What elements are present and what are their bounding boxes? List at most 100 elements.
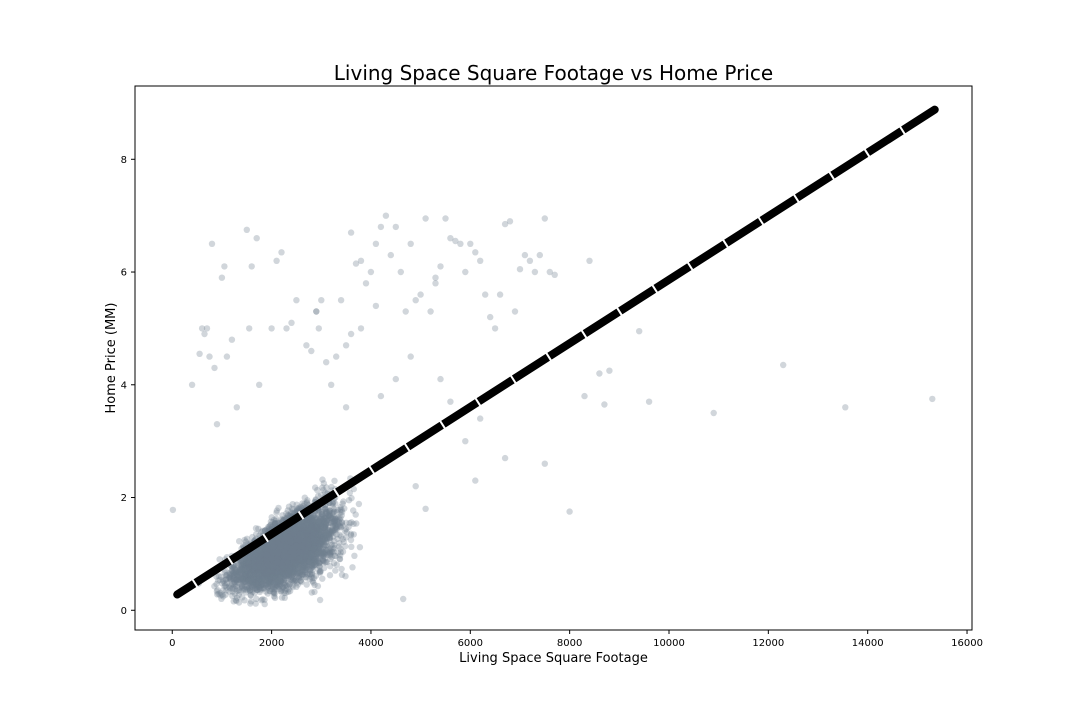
data-point [275, 539, 282, 547]
data-point [317, 513, 324, 520]
data-point [238, 583, 245, 591]
data-point [316, 596, 324, 604]
data-point [285, 563, 292, 570]
data-point [243, 562, 250, 569]
data-point [327, 537, 334, 544]
data-point [327, 555, 334, 563]
data-point [301, 547, 308, 554]
data-point [333, 514, 340, 521]
data-point [294, 546, 301, 554]
data-point [308, 564, 316, 571]
data-point [276, 559, 284, 567]
outlier-point [437, 263, 444, 270]
data-point [266, 559, 273, 566]
data-point [289, 542, 296, 549]
data-point [315, 527, 322, 534]
data-point [306, 517, 314, 524]
data-point [309, 531, 316, 538]
data-point [256, 553, 264, 560]
data-point [321, 564, 328, 572]
data-point [282, 587, 289, 594]
data-point [272, 553, 280, 560]
data-point [295, 569, 302, 576]
data-point [270, 556, 277, 564]
data-point [217, 573, 225, 580]
data-point [238, 575, 245, 582]
data-point [231, 571, 238, 578]
data-point [329, 541, 336, 548]
data-point [300, 554, 308, 561]
data-point [296, 536, 303, 544]
data-point [251, 585, 258, 593]
data-point [292, 553, 299, 561]
data-point [285, 563, 293, 570]
data-point [247, 561, 254, 569]
data-point [272, 550, 279, 557]
data-point [268, 548, 275, 555]
data-point [255, 569, 262, 576]
data-point [272, 520, 279, 527]
data-point [304, 553, 312, 560]
data-point [263, 544, 270, 552]
data-point [264, 555, 272, 562]
data-point [296, 545, 304, 552]
data-point [265, 545, 273, 552]
data-point [261, 571, 268, 578]
data-point [252, 564, 259, 572]
data-point [260, 561, 267, 568]
data-point [295, 548, 302, 555]
data-point [263, 551, 271, 559]
data-point [285, 538, 292, 546]
data-point [293, 531, 301, 538]
outlier-point [412, 297, 419, 304]
data-point [307, 546, 314, 553]
data-point [273, 553, 280, 560]
data-point [316, 560, 323, 567]
data-point [275, 555, 283, 563]
data-point [274, 549, 282, 557]
outlier-point [645, 398, 653, 405]
data-point [278, 562, 285, 570]
data-point [244, 578, 251, 585]
data-point [253, 568, 260, 576]
data-point [264, 590, 271, 597]
data-point [280, 559, 287, 566]
data-point [276, 561, 283, 568]
data-point [278, 567, 285, 574]
data-point [329, 502, 336, 510]
data-point [323, 517, 330, 525]
data-point [255, 561, 262, 568]
data-point [241, 578, 249, 585]
data-point [334, 535, 341, 543]
outlier-point [407, 240, 414, 247]
data-point [315, 547, 322, 555]
data-point [215, 590, 222, 597]
data-point [307, 544, 315, 551]
data-point [237, 570, 244, 578]
outlier-point [377, 223, 385, 231]
data-point [287, 534, 295, 541]
data-point [279, 558, 286, 565]
data-point [277, 568, 284, 575]
data-point [330, 527, 337, 534]
data-point [247, 563, 254, 570]
data-point [238, 565, 245, 573]
data-point [299, 549, 306, 556]
data-point [262, 580, 269, 587]
data-point [296, 536, 304, 543]
data-point [260, 570, 267, 577]
data-point [238, 571, 246, 578]
data-point [304, 558, 312, 565]
data-point [303, 549, 310, 557]
data-point [287, 534, 295, 542]
data-point [318, 511, 325, 518]
data-point [242, 570, 249, 577]
data-point [272, 586, 279, 593]
data-point [306, 552, 313, 559]
data-point [293, 555, 300, 562]
data-point [294, 505, 301, 512]
data-point [292, 534, 299, 541]
data-point [284, 512, 292, 519]
outlier-point [253, 235, 260, 242]
